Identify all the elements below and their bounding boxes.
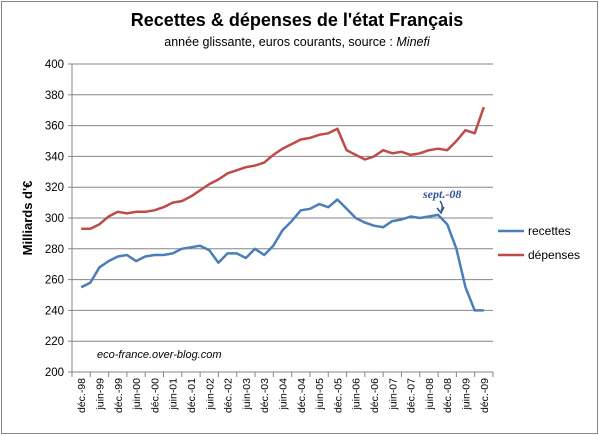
annotation-arrow	[439, 200, 444, 212]
y-tick-label: 300	[45, 213, 64, 225]
x-tick-label: juin-03	[241, 378, 253, 411]
x-tick-label: déc.-05	[332, 378, 344, 413]
x-tick-label: déc.-99	[113, 378, 125, 413]
y-tick-label: 320	[45, 182, 64, 194]
y-tick-label: 380	[45, 90, 64, 102]
series-line-depenses	[81, 106, 485, 231]
x-tick-label: juin-05	[314, 378, 326, 411]
x-tick-label: juin-01	[168, 378, 180, 411]
x-tick-label: déc.-00	[149, 378, 161, 413]
y-tick-label: 220	[45, 336, 64, 348]
x-tick-label: juin-02	[204, 378, 216, 411]
x-tick-label: déc.-06	[369, 378, 381, 413]
x-tick-label: juin-99	[94, 378, 106, 411]
x-tick-label: juin-00	[131, 378, 143, 411]
x-tick-label: déc.-08	[442, 378, 454, 413]
chart-subtitle: année glissante, euros courants, source …	[164, 35, 431, 49]
legend-label: dépenses	[528, 248, 580, 262]
y-tick-label: 400	[45, 59, 64, 71]
x-tick-label: déc.-02	[223, 378, 235, 413]
y-tick-label: 260	[45, 275, 64, 287]
x-tick-label: juin-09	[461, 378, 473, 411]
x-tick-label: juin-04	[278, 378, 290, 411]
x-tick-label: juin-06	[351, 378, 363, 411]
annotation-sept-08: sept.-08	[422, 187, 461, 215]
y-tick-label: 280	[45, 244, 64, 256]
watermark-source: eco-france.over-blog.com	[97, 349, 222, 361]
legend: recettes dépenses	[498, 224, 580, 262]
x-axis: déc.-98 juin-99 déc.-99 juin-00 déc.-00 juin-…	[71, 371, 494, 413]
y-axis-ticks: 200 220 240 260 280 300 320 340 360 380 400	[45, 59, 73, 379]
x-tick-label: juin-07	[387, 378, 399, 411]
x-tick-label: déc.-04	[296, 378, 308, 413]
annotation-label: sept.-08	[422, 187, 461, 201]
x-tick-label: déc.-01	[186, 378, 198, 413]
y-axis-label: Milliards d'€	[20, 181, 35, 256]
plot-series	[80, 106, 485, 312]
chart-title: Recettes & dépenses de l'état Français	[131, 10, 463, 30]
y-tick-label: 240	[45, 305, 64, 317]
chart-subtitle-source: Minefi	[396, 35, 431, 49]
x-tick-label: déc.-03	[259, 378, 271, 413]
chart-subtitle-text: année glissante, euros courants, source …	[164, 35, 396, 49]
y-tick-label: 360	[45, 121, 64, 133]
y-tick-label: 340	[45, 151, 64, 163]
x-tick-label: déc.-98	[76, 378, 88, 413]
x-tick-label: déc.-07	[406, 378, 418, 413]
series-line-recettes	[80, 198, 484, 312]
x-tick-label: déc.-09	[479, 378, 491, 413]
y-tick-label: 200	[45, 367, 64, 379]
legend-label: recettes	[528, 224, 571, 238]
x-tick-label: juin-08	[424, 378, 436, 411]
annotation-arrowhead	[436, 206, 445, 215]
